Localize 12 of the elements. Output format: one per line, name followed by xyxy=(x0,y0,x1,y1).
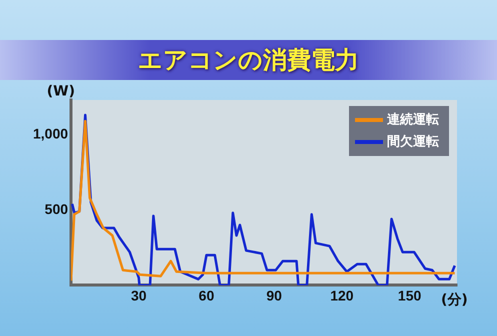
legend-label: 連続運転 xyxy=(386,112,439,128)
x-tick-label: 120 xyxy=(330,287,354,304)
y-tick-label: 1,000 xyxy=(32,125,68,142)
x-tick-label: 90 xyxy=(266,287,282,304)
x-tick-label: 30 xyxy=(130,287,147,304)
y-tick-label: 500 xyxy=(44,200,68,217)
x-tick-label: 60 xyxy=(198,287,214,304)
chart-title: エアコンの消費電力 xyxy=(0,40,497,80)
x-axis-title: (分) xyxy=(441,292,468,308)
x-tick-label: 150 xyxy=(398,287,422,304)
legend-label: 間欠運転 xyxy=(387,134,439,150)
y-axis-title: (W) xyxy=(46,84,76,100)
